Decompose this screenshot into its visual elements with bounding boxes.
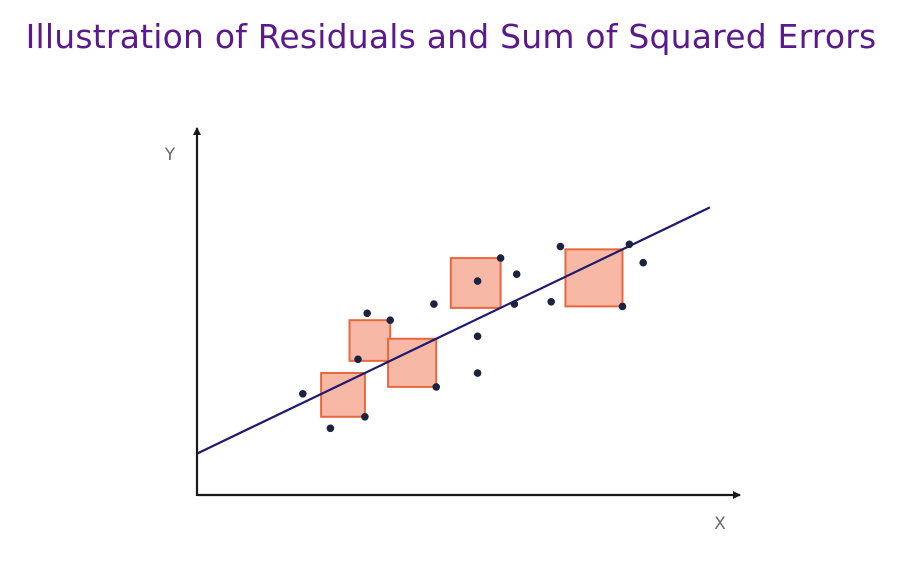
data-point	[473, 332, 482, 341]
data-point	[547, 298, 555, 306]
data-point	[386, 316, 395, 325]
data-point	[473, 277, 482, 285]
data-points	[299, 240, 647, 433]
data-point	[618, 302, 627, 311]
data-point	[512, 270, 521, 279]
residual-square	[387, 337, 438, 388]
data-point	[432, 383, 441, 391]
data-point	[510, 300, 519, 308]
residual-squares	[320, 248, 624, 418]
residual-square	[564, 248, 624, 308]
data-point	[299, 390, 307, 398]
data-point	[326, 424, 335, 433]
data-point	[556, 242, 565, 251]
residual-square	[348, 319, 392, 362]
x-axis-label: X	[714, 514, 726, 534]
regression-line	[196, 206, 711, 455]
data-point	[496, 254, 505, 262]
data-point	[361, 413, 369, 421]
slide-title: Illustration of Residuals and Sum of Squ…	[25, 17, 877, 56]
data-point	[473, 369, 482, 377]
data-point	[354, 355, 362, 364]
y-axis-label: Y	[164, 145, 176, 165]
data-point	[363, 309, 372, 318]
data-point	[430, 300, 438, 308]
residual-square	[320, 372, 366, 418]
data-point	[639, 258, 647, 267]
data-point	[625, 240, 634, 249]
